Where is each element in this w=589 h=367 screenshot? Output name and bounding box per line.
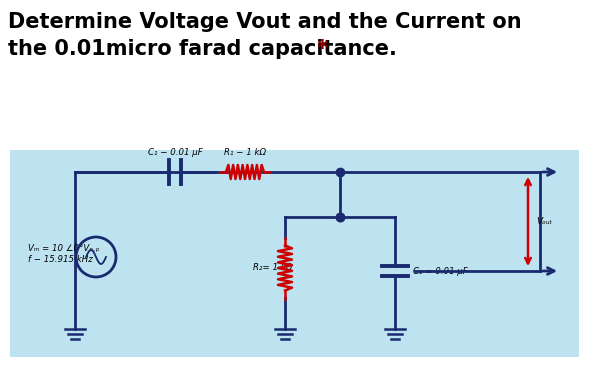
Text: Vₘ = 10 ∠0°Vₚ.ₚ: Vₘ = 10 ∠0°Vₚ.ₚ <box>28 244 100 254</box>
Text: the 0.01micro farad capacitance.: the 0.01micro farad capacitance. <box>8 39 397 59</box>
FancyBboxPatch shape <box>10 150 579 357</box>
Text: f − 15.915 kHz: f − 15.915 kHz <box>28 255 92 265</box>
Text: C₁ − 0.01 μF: C₁ − 0.01 μF <box>148 148 203 157</box>
Text: R₁ − 1 kΩ: R₁ − 1 kΩ <box>224 148 266 157</box>
Text: R₂= 1 kΩ: R₂= 1 kΩ <box>253 264 292 273</box>
Text: Determine Voltage Vout and the Current on: Determine Voltage Vout and the Current o… <box>8 12 522 32</box>
Text: Vₒᵤₜ: Vₒᵤₜ <box>536 217 552 226</box>
Text: *: * <box>310 39 328 59</box>
Text: C₂ = 0.01 μF: C₂ = 0.01 μF <box>413 266 468 276</box>
